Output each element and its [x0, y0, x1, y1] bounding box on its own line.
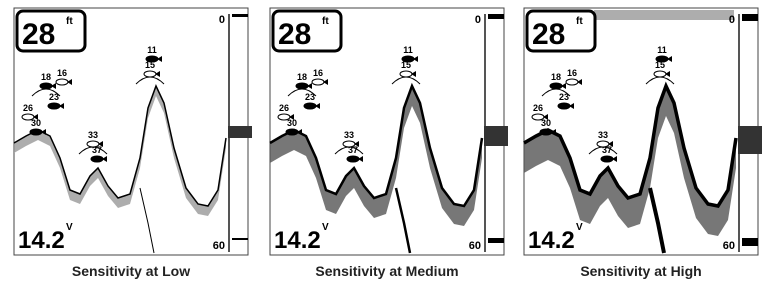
scale-bottom-band: [738, 126, 762, 154]
scale-bottom-mark: [232, 238, 248, 240]
battery-readout: 14.2: [274, 227, 321, 254]
fish-depth-label: 37: [348, 145, 358, 155]
scale-bottom-band: [484, 126, 508, 146]
surface-clutter: [594, 10, 734, 20]
depth-unit: ft: [322, 16, 329, 27]
fish-depth-label: 37: [92, 145, 102, 155]
scale-bottom-mark: [488, 238, 504, 243]
battery-unit: V: [66, 222, 73, 233]
battery-unit: V: [576, 222, 583, 233]
fish-depth-label: 23: [559, 92, 569, 102]
fish-icon: [304, 103, 316, 109]
fish-icon: [540, 129, 552, 135]
fish-depth-label: 15: [145, 60, 155, 70]
fish-depth-label: 11: [147, 45, 157, 55]
scale-bottom-label: 60: [213, 240, 225, 252]
fish-icon: [566, 79, 578, 85]
fish-depth-label: 23: [49, 92, 59, 102]
fish-depth-label: 33: [598, 130, 608, 140]
fish-icon: [296, 83, 308, 89]
fish-depth-label: 18: [297, 72, 307, 82]
sonar-panel: 0 60 28 ft 14.2V 11 15 18 16 23 26 30 33 37: [270, 8, 508, 255]
fish-depth-label: 30: [541, 118, 551, 128]
fish-depth-label: 15: [401, 60, 411, 70]
fish-depth-label: 16: [313, 68, 323, 78]
fish-icon: [550, 83, 562, 89]
scale-top-label: 0: [219, 14, 225, 26]
panel-caption: Sensitivity at High: [580, 263, 701, 279]
scale-bottom-mark: [742, 238, 758, 246]
depth-readout: 28: [532, 18, 565, 51]
scale-top-mark: [232, 14, 248, 17]
depth-readout: 28: [278, 18, 311, 51]
scale-top-mark: [488, 14, 504, 19]
panel-caption: Sensitivity at Medium: [315, 263, 458, 279]
fish-icon: [30, 129, 42, 135]
depth-unit: ft: [66, 16, 73, 27]
fish-icon: [347, 156, 359, 162]
fish-icon: [558, 103, 570, 109]
fish-icon: [286, 129, 298, 135]
fish-icon: [56, 79, 68, 85]
scale-bottom-label: 60: [723, 240, 735, 252]
fish-depth-label: 15: [655, 60, 665, 70]
fish-depth-label: 23: [305, 92, 315, 102]
fish-depth-label: 11: [657, 45, 667, 55]
fish-depth-label: 26: [533, 103, 543, 113]
fish-depth-label: 30: [287, 118, 297, 128]
fish-icon: [144, 71, 156, 77]
sonar-figure: 06028ft14.2V111518162326303337Sensitivit…: [0, 0, 771, 286]
fish-icon: [48, 103, 60, 109]
panel-caption: Sensitivity at Low: [72, 263, 190, 279]
battery-unit: V: [322, 222, 329, 233]
depth-unit: ft: [576, 16, 583, 27]
depth-readout: 28: [22, 18, 55, 51]
fish-icon: [91, 156, 103, 162]
scale-top-label: 0: [729, 14, 735, 26]
fish-depth-label: 33: [88, 130, 98, 140]
fish-depth-label: 30: [31, 118, 41, 128]
fish-depth-label: 18: [551, 72, 561, 82]
fish-icon: [654, 71, 666, 77]
fish-icon: [601, 156, 613, 162]
fish-depth-label: 26: [279, 103, 289, 113]
fish-depth-label: 11: [403, 45, 413, 55]
fish-icon: [312, 79, 324, 85]
scale-top-label: 0: [475, 14, 481, 26]
scale-top-mark: [742, 14, 758, 21]
fish-icon: [40, 83, 52, 89]
scale-bottom-label: 60: [469, 240, 481, 252]
fish-depth-label: 18: [41, 72, 51, 82]
fish-icon: [400, 71, 412, 77]
battery-readout: 14.2: [18, 227, 65, 254]
scale-bottom-band: [228, 126, 252, 138]
fish-depth-label: 16: [57, 68, 67, 78]
fish-depth-label: 37: [602, 145, 612, 155]
fish-depth-label: 33: [344, 130, 354, 140]
battery-readout: 14.2: [528, 227, 575, 254]
fish-depth-label: 16: [567, 68, 577, 78]
fish-depth-label: 26: [23, 103, 33, 113]
sonar-panel: 0 60 28 ft 14.2V 11 15 18 16 23 26 30 33 37: [14, 8, 252, 255]
